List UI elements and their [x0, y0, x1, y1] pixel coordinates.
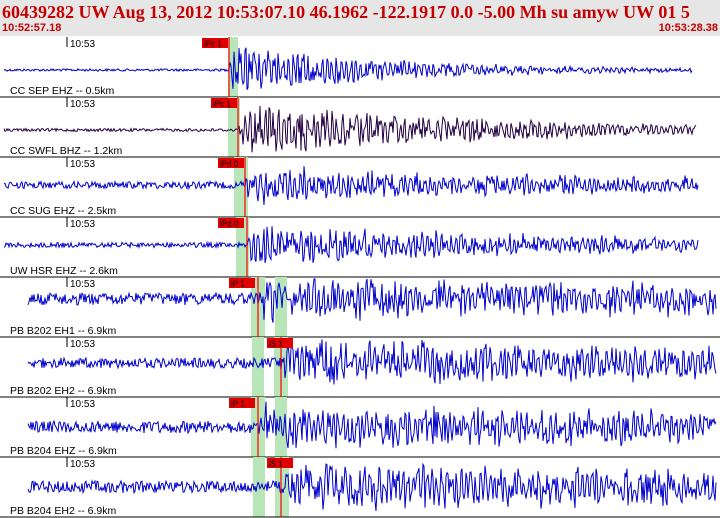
- pick-label-box: [211, 98, 237, 108]
- trace-3: iPd 0 10:53 CC SUG EHZ -- 2.5km: [0, 157, 720, 218]
- event-header: 60439282 UW Aug 13, 2012 10:53:07.10 46.…: [0, 0, 720, 36]
- pick-label-box: [202, 38, 228, 48]
- pick-label[interactable]: iP 1: [229, 278, 255, 289]
- event-title: 60439282 UW Aug 13, 2012 10:53:07.10 46.…: [2, 2, 690, 22]
- waveform-line: [27, 339, 717, 385]
- pick-label-text: iP 1: [231, 400, 245, 409]
- pick-label-box: [267, 338, 293, 348]
- pick-label-box: [218, 218, 244, 228]
- time-tick-label: 10:53: [70, 399, 95, 410]
- pick-label-box: [229, 278, 255, 288]
- time-tick-label: 10:53: [70, 279, 95, 290]
- pick-window: [228, 37, 238, 97]
- trace-4: iPd 0 10:53 UW HSR EHZ -- 2.6km: [0, 217, 720, 278]
- time-tick-label: 10:53: [70, 339, 95, 350]
- pick-label[interactable]: iPd 0: [218, 158, 244, 169]
- station-label: PB B202 EH2 -- 6.9km: [10, 385, 116, 397]
- station-label: CC SUG EHZ -- 2.5km: [10, 205, 116, 217]
- station-label: PB B202 EH1 -- 6.9km: [10, 325, 116, 337]
- pick-label-text: iP 1: [231, 280, 245, 289]
- secondary-pick-window: [253, 457, 265, 517]
- pick-label-text: iPd 0: [220, 160, 239, 169]
- trace-8: iS 1 10:53 PB B204 EH2 -- 6.9km: [0, 457, 720, 518]
- station-label: CC SWFL BHZ -- 1.2km: [10, 145, 122, 157]
- waveform-line: [27, 278, 717, 323]
- secondary-pick-window: [275, 397, 287, 457]
- end-time: 10:53:28.38: [658, 22, 718, 34]
- pick-label[interactable]: iP 1: [229, 398, 255, 409]
- trace-1: iPc 1 10:53 CC SEP EHZ -- 0.5km: [0, 37, 720, 98]
- waveform-line: [27, 401, 717, 449]
- trace-6: iS 1 10:53 PB B202 EH2 -- 6.9km: [0, 337, 720, 398]
- waveform-line: [3, 47, 693, 90]
- pick-label-text: iPd 0: [220, 220, 239, 229]
- station-label: CC SEP EHZ -- 0.5km: [10, 85, 114, 97]
- waveform-line: [27, 462, 717, 511]
- pick-label-box: [229, 398, 255, 408]
- pick-label[interactable]: iPc 1: [202, 38, 228, 49]
- pick-label-text: iS 1: [269, 460, 283, 469]
- pick-window: [275, 457, 289, 517]
- pick-label-text: iS 1: [269, 340, 283, 349]
- waveform-line: [3, 226, 699, 264]
- trace-2: iPc 1 10:53 CC SWFL BHZ -- 1.2km: [0, 97, 720, 158]
- time-tick-label: 10:53: [70, 39, 95, 50]
- station-label: PB B204 EH2 -- 6.9km: [10, 505, 116, 517]
- pick-label[interactable]: iS 1: [267, 458, 293, 469]
- pick-label[interactable]: iPd 0: [218, 218, 244, 229]
- waveform-line: [3, 166, 699, 206]
- pick-label-text: iPc 1: [204, 40, 222, 49]
- pick-label[interactable]: iPc 1: [211, 98, 237, 109]
- time-tick-label: 10:53: [70, 219, 95, 230]
- station-label: PB B204 EHZ -- 6.9km: [10, 445, 117, 457]
- pick-label-box: [218, 158, 244, 168]
- waveform-line: [3, 105, 697, 153]
- pick-label[interactable]: iS 1: [267, 338, 293, 349]
- time-tick-label: 10:53: [70, 459, 95, 470]
- trace-5: iP 1 10:53 PB B202 EH1 -- 6.9km: [0, 277, 720, 338]
- pick-label-box: [267, 458, 293, 468]
- time-tick-label: 10:53: [70, 99, 95, 110]
- start-time: 10:52:57.18: [2, 22, 62, 34]
- pick-window: [228, 97, 240, 157]
- station-label: UW HSR EHZ -- 2.6km: [10, 265, 118, 277]
- trace-7: iP 1 10:53 PB B204 EHZ -- 6.9km: [0, 397, 720, 458]
- pick-window: [236, 217, 249, 277]
- pick-label-text: iPc 1: [213, 100, 231, 109]
- time-tick-label: 10:53: [70, 159, 95, 170]
